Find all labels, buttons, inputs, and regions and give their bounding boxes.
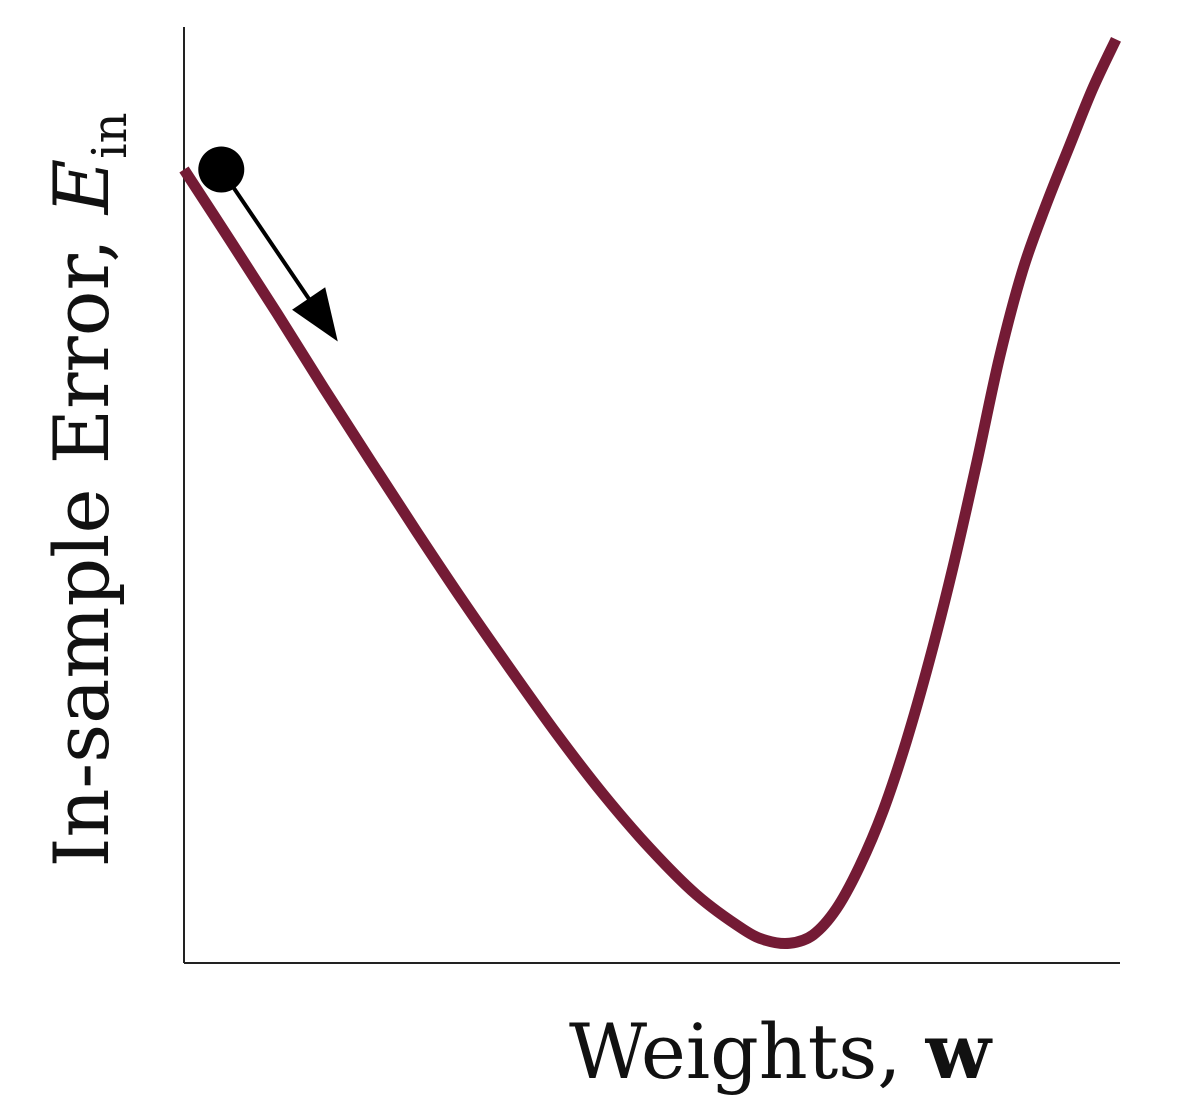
gradient-arrow-head [292, 287, 338, 342]
annotation-layer [198, 146, 338, 342]
ball-marker [198, 146, 245, 193]
x-axis-label-symbol: w [925, 1007, 993, 1096]
series-layer [179, 36, 1121, 950]
y-axis-label-text: In-sample Error, [37, 214, 126, 867]
y-axis-label-symbol: E [37, 159, 126, 216]
y-axis-label: In-sample Error, Ein [37, 112, 138, 867]
x-axis-label: Weights, w [569, 1007, 993, 1096]
gradient-arrow-shaft [219, 168, 313, 303]
error-curve-line-0 [179, 36, 1121, 950]
y-axis-label-subscript: in [82, 112, 138, 158]
x-axis-label-text: Weights, [569, 1007, 926, 1096]
